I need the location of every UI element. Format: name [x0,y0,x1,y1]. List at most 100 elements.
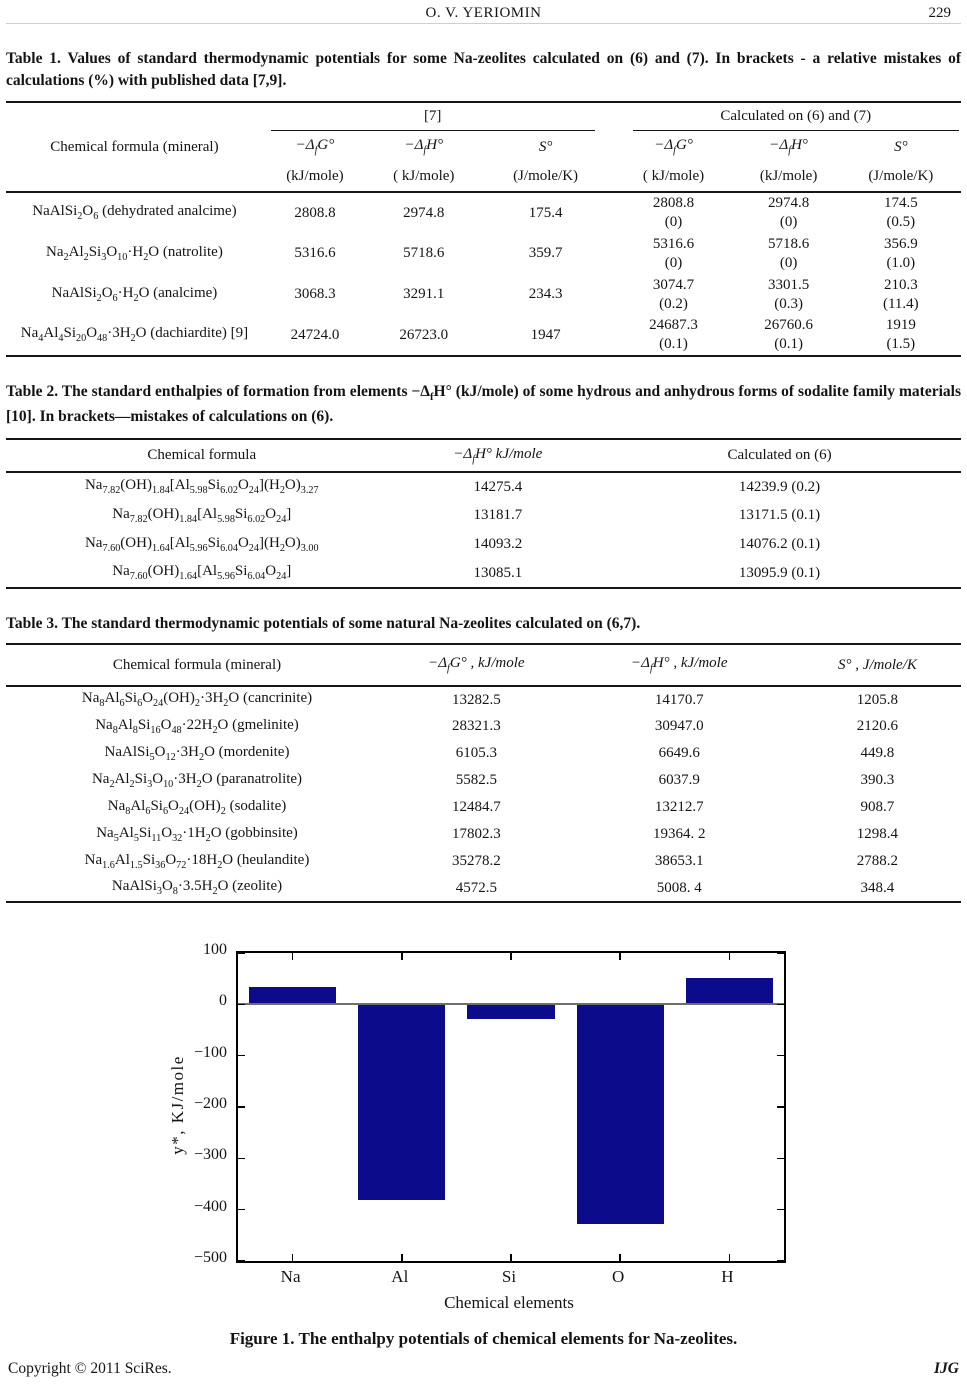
table-row: Na8Al8Si16O48·22H2O (gmelinite) 28321.3 30… [6,713,961,740]
table-row: Na7.82(OH)1.84[Al5.98Si6.02O24] 13181.7 13… [6,501,961,530]
plot-area [236,951,786,1264]
formula-cell: Na7.82(OH)1.84[Al5.98Si6.02O24] [112,505,292,525]
table3: Chemical formula (mineral) −ΔfG° , kJ/mo… [6,643,961,904]
value-cell: 234.3 [528,286,563,303]
table-row: NaAlSi2O6·H2O (analcime) 3068.3 3291.1 234.… [6,274,961,315]
page-number: 229 [928,5,952,21]
y-tick-left [238,1003,245,1006]
header-rule [6,23,961,24]
value-cell: 348.4 [860,879,895,896]
col-header-symbol: −ΔfG° [654,137,693,157]
x-tick-top [619,953,621,961]
y-tick-right [777,1003,784,1006]
value-cell: 1298.4 [856,826,899,843]
calc-value-cell: 210.3 (11.4) [882,276,919,312]
value-cell: 4572.5 [455,879,497,896]
table-row: Na4Al4Si20O48·3H2O (dachiardite) [9] 2472… [6,315,961,356]
table1-col-header-formula: Chemical formula (mineral) [50,138,219,155]
col-header-symbol: S° [894,138,908,155]
value-cell: 13181.7 [473,507,523,524]
col-header-symbol: −ΔfH° [404,137,444,157]
x-category-label: Na [280,1267,301,1287]
table1: Chemical formula (mineral) [7] Calculate… [6,101,961,357]
value-cell: 2120.6 [856,718,899,735]
formula-cell: Na5Al5Si11O32·1H2O (gobbinsite) [96,824,298,844]
calc-value-cell: 3074.7 (0.2) [652,276,695,312]
value-cell: 26723.0 [399,326,449,343]
col-header: Chemical formula [147,447,257,464]
formula-cell: NaAlSi5O12·3H2O (mordenite) [104,743,290,763]
x-tick-bottom [291,1254,294,1262]
value-cell: 13212.7 [654,799,704,816]
y-tick-label: −300 [193,1146,227,1164]
bar-Na [248,987,337,1005]
col-header: −ΔfH° , kJ/mole [631,655,728,675]
value-cell: 13282.5 [388,685,565,714]
author-name: O. V. YERIOMIN [425,5,542,21]
col-header-unit: ( kJ/mole) [393,168,455,185]
col-header-unit: (kJ/mole) [759,168,818,185]
value-cell: 30947.0 [654,718,704,735]
value-cell: 14093.2 [473,536,523,553]
y-tick-label: −400 [193,1197,227,1215]
y-tick-left [238,1208,245,1211]
table-row: (kJ/mole) ( kJ/mole) (J/mole/K) ( kJ/mol… [6,162,961,192]
table-row: NaAlSi2O6 (dehydrated analcime) 2808.8 297… [6,191,961,233]
table-row: Na2Al2Si3O10·3H2O (paranatrolite) 5582.5 6… [6,767,961,794]
table-row: Na7.82(OH)1.84[Al5.98Si6.02O24](H2O)3.27… [6,471,961,502]
value-cell: 6105.3 [455,745,497,762]
value-cell: 14239.9 (0.2) [598,471,961,502]
y-tick-right [777,1106,784,1108]
table-row: Na1.6Al1.5Si36O72·18H2O (heulandite) 3527… [6,848,961,875]
formula-cell: Na8Al6Si6O24(OH)2 (sodalite) [107,797,287,817]
col-header: S° , J/mole/K [837,656,917,673]
table-row: Na7.60(OH)1.64[Al5.96Si6.04O24] 13085.1 13… [6,559,961,588]
table2-head: Chemical formula −ΔfH° kJ/mole Calculate… [6,439,961,472]
value-cell: 12484.7 [451,799,501,816]
value-cell: 5718.6 [403,245,445,262]
y-tick-right [777,952,784,954]
formula-cell: Na7.60(OH)1.64[Al5.96Si6.04O24] [112,563,292,583]
y-tick-left [238,1054,245,1057]
calc-value-cell: 5718.6 (0) [767,235,810,271]
y-tick-left [238,952,245,954]
y-tick-right [777,1208,784,1211]
value-cell: 175.4 [480,191,611,233]
table-row: Chemical formula (mineral) [7] Calculate… [6,102,961,155]
calc-value-cell: 26760.6 (0.1) [764,317,813,352]
calc-value-cell: 2808.8 (0) [610,191,737,233]
calc-value-cell: 2974.8 (0) [736,191,841,233]
x-category-label: H [721,1267,734,1287]
zero-line [238,1003,784,1006]
value-cell: 908.7 [860,799,895,816]
table-row: Na2Al2Si3O10·H2O (natrolite) 5316.6 5718.6… [6,233,961,274]
y-tick-right [777,1054,784,1057]
value-cell: 2788.2 [856,853,899,870]
x-axis-label: Chemical elements [444,1293,574,1313]
x-category-label: Al [391,1267,409,1287]
value-cell: 5008. 4 [656,879,702,896]
y-tick-right [777,1260,784,1262]
value-cell: 14076.2 (0.1) [738,536,821,553]
x-tick-bottom [619,1254,621,1262]
value-cell: 5582.5 [455,772,497,789]
value-cell: 19364. 2 [653,826,706,843]
value-cell: 13171.5 (0.1) [738,507,821,524]
journal-abbreviation: IJG [934,1360,959,1377]
table1-title: Table 1. Values of standard thermodynami… [6,50,961,89]
y-tick-left [238,1260,245,1262]
value-cell: 13095.9 (0.1) [738,564,821,581]
y-tick-left [238,1157,245,1160]
x-tick-top [401,953,403,961]
table-row: Chemical formula (mineral) −ΔfG° , kJ/mo… [6,644,961,686]
formula-cell: NaAlSi3O8·3.5H2O (zeolite) [111,878,283,898]
formula-cell: Na1.6Al1.5Si36O72·18H2O (heulandite) [84,851,310,871]
y-tick-label: −500 [193,1249,227,1267]
formula-cell: NaAlSi2O6 (dehydrated analcime) [6,191,263,233]
x-tick-bottom [510,1254,512,1262]
formula-cell: NaAlSi2O6·H2O (analcime) [51,284,218,304]
col-header-symbol: S° [538,138,553,155]
table3-title: Table 3. The standard thermodynamic pote… [6,615,641,633]
x-tick-top [291,953,294,961]
table2: Chemical formula −ΔfH° kJ/mole Calculate… [6,438,961,590]
